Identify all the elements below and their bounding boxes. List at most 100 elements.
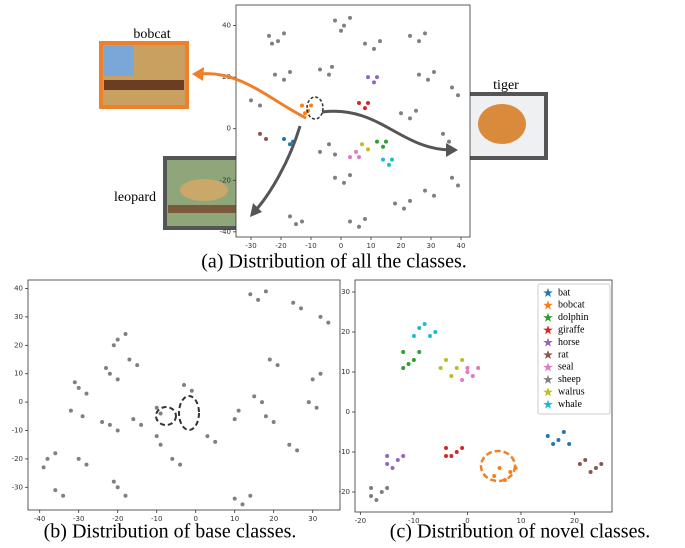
log <box>168 205 244 213</box>
point <box>470 374 475 378</box>
x-tick-label: -20 <box>275 242 286 250</box>
point <box>454 366 459 370</box>
point <box>357 224 361 229</box>
point <box>422 322 427 326</box>
point <box>379 490 384 494</box>
point <box>318 371 323 376</box>
point <box>432 70 436 75</box>
point <box>300 219 304 224</box>
point <box>76 385 81 390</box>
y-tick-label: -30 <box>12 483 23 491</box>
x-tick-label: -10 <box>305 242 316 250</box>
point <box>432 193 436 198</box>
point <box>411 358 416 362</box>
point <box>115 337 120 342</box>
arrows <box>155 67 517 483</box>
point <box>291 300 296 305</box>
point <box>417 350 422 354</box>
point <box>408 33 412 38</box>
point <box>270 41 274 46</box>
point <box>154 405 159 410</box>
point <box>444 446 449 450</box>
point <box>381 157 385 162</box>
point <box>80 414 85 419</box>
x-tick-label: 20 <box>269 515 278 523</box>
bobcat-image <box>99 41 189 109</box>
point <box>107 371 112 376</box>
point <box>588 470 593 474</box>
point <box>306 400 311 405</box>
point <box>363 106 367 111</box>
point <box>465 370 470 374</box>
arrow <box>321 109 453 152</box>
point <box>300 103 304 108</box>
point <box>369 494 374 498</box>
point <box>402 206 406 211</box>
arrow <box>199 72 307 120</box>
point <box>460 378 465 382</box>
point <box>348 219 352 224</box>
point <box>393 201 397 206</box>
point <box>387 162 391 167</box>
y-tick-label: 40 <box>14 285 23 293</box>
point <box>111 343 116 348</box>
point <box>390 157 394 162</box>
tiger-shape <box>478 104 526 144</box>
point <box>401 350 406 354</box>
x-tick-label: 10 <box>230 515 239 523</box>
point <box>72 380 77 385</box>
point <box>366 100 370 105</box>
x-tick-label: -20 <box>112 515 123 523</box>
legend-marker <box>543 350 553 360</box>
point <box>406 362 411 366</box>
point <box>68 408 73 413</box>
point <box>357 100 361 105</box>
point <box>282 31 286 36</box>
point <box>115 377 120 382</box>
y-tick-label: 10 <box>14 370 23 378</box>
point <box>417 39 421 44</box>
legend-marker <box>543 374 553 384</box>
point <box>154 434 159 439</box>
x-tick-label: -10 <box>151 515 162 523</box>
point <box>417 72 421 77</box>
point <box>561 430 566 434</box>
x-tick-label: -10 <box>408 517 419 525</box>
point <box>111 479 116 484</box>
point <box>276 39 280 44</box>
point <box>456 93 460 98</box>
y-tick-label: -10 <box>12 426 23 434</box>
legend-label: sheep <box>558 374 581 385</box>
x-tick-label: 0 <box>465 517 469 525</box>
point <box>271 419 276 424</box>
legend-label: whale <box>558 399 582 410</box>
point <box>240 502 245 507</box>
point <box>333 175 337 180</box>
point <box>295 448 300 453</box>
point <box>318 67 322 72</box>
point <box>275 363 280 368</box>
highlight-ellipse <box>479 449 517 483</box>
point <box>258 103 262 108</box>
point <box>385 462 390 466</box>
y-tick-label: -20 <box>220 176 231 184</box>
point <box>158 442 163 447</box>
point <box>423 188 427 193</box>
point <box>433 330 438 334</box>
point <box>263 289 268 294</box>
point <box>115 428 120 433</box>
point <box>318 149 322 154</box>
point <box>213 439 218 444</box>
y-tick-label: 0 <box>19 398 23 406</box>
point <box>84 391 89 396</box>
point <box>476 366 481 370</box>
point <box>460 446 465 450</box>
point <box>423 31 427 36</box>
point <box>264 137 268 142</box>
point <box>236 408 241 413</box>
x-tick-label: -20 <box>355 517 366 525</box>
point <box>369 486 374 490</box>
x-tick-label: 20 <box>397 242 406 250</box>
point <box>408 198 412 203</box>
